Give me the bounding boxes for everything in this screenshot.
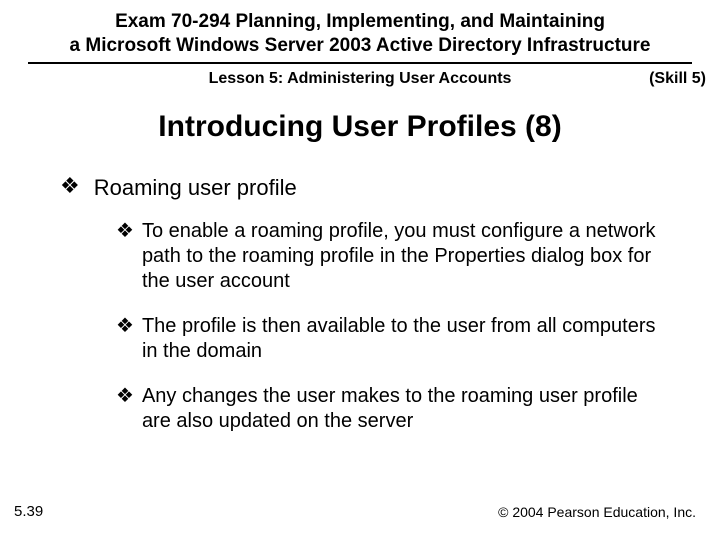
page-number: 5.39 <box>14 503 43 520</box>
exam-title-line2: a Microsoft Windows Server 2003 Active D… <box>28 34 692 58</box>
slide-title: Introducing User Profiles (8) <box>0 110 720 144</box>
bullet-level2-text: To enable a roaming profile, you must co… <box>142 219 670 294</box>
exam-title-line1: Exam 70-294 Planning, Implementing, and … <box>28 10 692 34</box>
copyright-text: © 2004 Pearson Education, Inc. <box>498 504 696 520</box>
diamond-bullet-icon: ❖ <box>116 384 134 408</box>
bullet-level1-text: Roaming user profile <box>94 174 297 202</box>
diamond-bullet-icon: ❖ <box>116 314 134 338</box>
content-area: ❖ Roaming user profile ❖ To enable a roa… <box>0 174 720 435</box>
lesson-title: Lesson 5: Administering User Accounts <box>0 70 720 88</box>
diamond-bullet-icon: ❖ <box>60 174 80 198</box>
skill-label: (Skill 5) <box>649 70 706 88</box>
sub-bullet-list: ❖ To enable a roaming profile, you must … <box>116 219 670 434</box>
bullet-level2: ❖ To enable a roaming profile, you must … <box>116 219 670 294</box>
bullet-level2-text: Any changes the user makes to the roamin… <box>142 384 670 434</box>
lesson-row: Lesson 5: Administering User Accounts (S… <box>0 70 720 96</box>
bullet-level2: ❖ Any changes the user makes to the roam… <box>116 384 670 434</box>
bullet-level2-text: The profile is then available to the use… <box>142 314 670 364</box>
exam-header: Exam 70-294 Planning, Implementing, and … <box>28 0 692 64</box>
bullet-level1: ❖ Roaming user profile <box>60 174 670 202</box>
bullet-level2: ❖ The profile is then available to the u… <box>116 314 670 364</box>
diamond-bullet-icon: ❖ <box>116 219 134 243</box>
